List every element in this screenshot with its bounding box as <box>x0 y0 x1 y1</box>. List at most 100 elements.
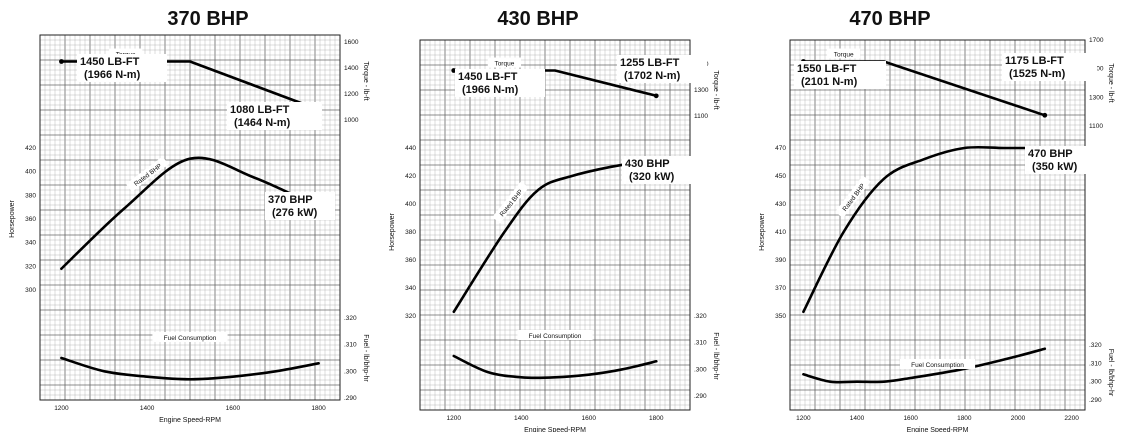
rated-bhp-label-bg <box>835 175 871 219</box>
x-axis-title: Engine Speed-RPM <box>907 427 969 432</box>
hp-tick-label: 300 <box>25 287 36 294</box>
hp-tick-label: 400 <box>405 201 416 208</box>
callout-line2: (276 kW) <box>272 207 318 219</box>
callout-0: 1550 LB-FT(2101 N-m) <box>794 61 886 89</box>
hp-tick-label: 450 <box>775 173 786 180</box>
torque-label-group: Torque <box>487 57 521 68</box>
hp-tick-label: 420 <box>405 173 416 180</box>
hp-tick-label: 360 <box>25 216 36 223</box>
callout-line1: 1175 LB-FT <box>1005 55 1064 67</box>
fuel-tick-label: .290 <box>344 395 357 402</box>
callout-2: 430 BHP(320 kW) <box>622 156 692 184</box>
callout-bg <box>265 192 335 220</box>
fuel-tick-label: .310 <box>1089 360 1102 367</box>
x-tick-label: 1200 <box>796 415 811 422</box>
hp-tick-label: 420 <box>25 145 36 152</box>
chart-grid <box>789 39 1086 411</box>
torque-axis-title: Torque - lb-ft <box>1107 63 1114 102</box>
torque-label-bg <box>487 57 521 68</box>
callout-bg <box>227 102 322 130</box>
hp-tick-label: 380 <box>25 192 36 199</box>
x-tick-label: 1800 <box>311 405 326 412</box>
callout-bg <box>617 55 707 83</box>
callout-line2: (1702 N-m) <box>624 70 681 82</box>
hp-tick-label: 320 <box>25 263 36 270</box>
rated-bhp-label-bg <box>492 181 529 224</box>
torque-tick-label: 1100 <box>694 113 708 120</box>
fuel-consumption-label-group: Fuel Consumption <box>899 359 976 369</box>
hp-tick-label: 350 <box>775 313 786 320</box>
torque-tick-label: 1100 <box>1089 123 1103 130</box>
rated-bhp-line <box>802 145 1047 314</box>
torque-point <box>653 93 659 99</box>
callout-line2: (1525 N-m) <box>1009 68 1066 80</box>
plot-frame <box>419 39 691 411</box>
fuel-consumption-label-bg <box>899 359 976 369</box>
callout-bg <box>77 54 167 82</box>
fuel-axis-title: Fuel - lb/bhp-hr <box>362 334 369 382</box>
callout-bg <box>622 156 692 184</box>
rated-bhp-label-group: Rated BHP <box>835 175 871 219</box>
x-tick-label: 1600 <box>226 405 241 412</box>
fuel-consumption-label: Fuel Consumption <box>529 333 582 340</box>
chart-title-430: 430 BHP <box>497 8 579 30</box>
callout-2: 470 BHP(350 kW) <box>1025 146 1097 174</box>
chart-panel-1: 1200 1400 1600 1800 Engine Speed-RPM 440 420 40… <box>389 39 719 432</box>
x-tick-label: 1600 <box>582 415 597 422</box>
rated-bhp-line <box>60 156 320 270</box>
callout-0: 1450 LB-FT(1966 N-m) <box>77 54 167 82</box>
hp-tick-label: 410 <box>775 229 786 236</box>
fuel-tick-label: .320 <box>1089 342 1102 349</box>
callout-1: 1255 LB-FT(1702 N-m) <box>617 55 707 83</box>
chart-title-370: 370 BHP <box>167 8 249 30</box>
hp-tick-label: 340 <box>405 285 416 292</box>
callout-line2: (2101 N-m) <box>801 76 858 88</box>
torque-label: Torque <box>494 61 514 68</box>
x-tick-label: 1800 <box>957 415 972 422</box>
callout-line2: (1966 N-m) <box>84 69 141 81</box>
fuel-consumption-line <box>60 356 320 381</box>
fuel-tick-label: .320 <box>344 315 357 322</box>
torque-tick-label: 1300 <box>1089 94 1104 101</box>
torque-label-bg <box>827 48 861 59</box>
chart-title-470: 470 BHP <box>849 8 931 30</box>
x-axis-title: Engine Speed-RPM <box>159 417 221 424</box>
fuel-axis-title: Fuel - lb/bhp-hr <box>1107 349 1114 397</box>
fuel-tick-label: .290 <box>694 393 707 400</box>
x-tick-label: 1600 <box>903 415 918 422</box>
torque-point <box>59 59 64 64</box>
callout-bg <box>455 69 545 97</box>
fuel-tick-label: .310 <box>344 342 357 349</box>
callout-0: 1450 LB-FT(1966 N-m) <box>455 69 545 97</box>
callout-1: 1080 LB-FT(1464 N-m) <box>227 102 322 130</box>
torque-tick-label: 1000 <box>344 117 359 124</box>
hp-tick-label: 380 <box>405 229 416 236</box>
fuel-tick-label: .300 <box>1089 379 1102 386</box>
torque-axis-title: Torque - lb-ft <box>712 70 719 109</box>
fuel-axis-title: Fuel - lb/bhp-hr <box>712 332 719 380</box>
x-tick-label: 2000 <box>1011 415 1026 422</box>
fuel-tick-label: .300 <box>344 368 357 375</box>
callout-line1: 430 BHP <box>625 158 670 170</box>
hp-tick-label: 370 <box>775 285 786 292</box>
fuel-consumption-label: Fuel Consumption <box>164 335 217 342</box>
hp-axis-title: Horsepower <box>759 212 766 250</box>
torque-label: Torque <box>834 52 854 59</box>
callout-bg <box>794 61 886 89</box>
callout-1: 1175 LB-FT(1525 N-m) <box>1002 53 1097 81</box>
callout-line1: 1080 LB-FT <box>230 104 290 116</box>
callout-2: 370 BHP(276 kW) <box>265 192 335 220</box>
callout-line2: (320 kW) <box>629 171 675 183</box>
callout-line1: 1450 LB-FT <box>458 71 518 83</box>
callout-line1: 470 BHP <box>1028 148 1073 160</box>
plot-frame <box>789 39 1086 411</box>
fuel-consumption-label-bg <box>152 332 228 342</box>
plot-frame <box>39 34 341 401</box>
fuel-consumption-line <box>802 347 1047 384</box>
hp-tick-label: 470 <box>775 145 786 152</box>
x-tick-label: 1400 <box>514 415 529 422</box>
hp-axis-title: Horsepower <box>9 199 16 237</box>
rated-bhp-label-bg <box>125 156 169 192</box>
fuel-consumption-label-group: Fuel Consumption <box>517 330 593 340</box>
torque-label-group: Torque <box>827 48 861 59</box>
